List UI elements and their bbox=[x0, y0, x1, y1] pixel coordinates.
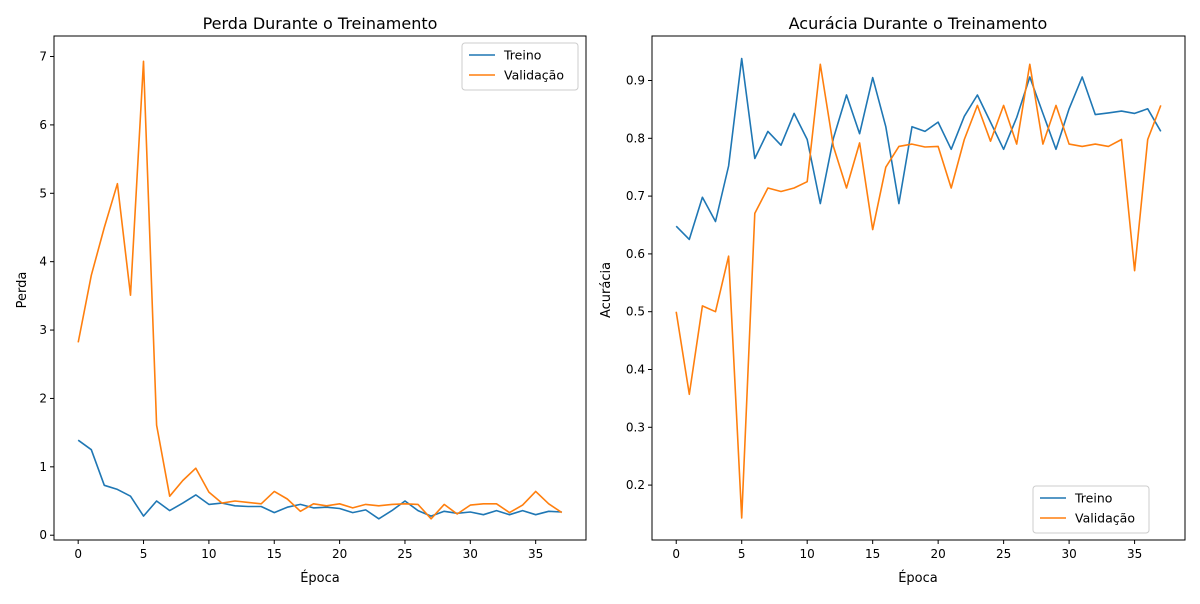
x-tick-label: 30 bbox=[1061, 547, 1076, 561]
y-tick-label: 0.5 bbox=[626, 305, 645, 319]
loss-chart-ylabel: Perda bbox=[15, 272, 30, 309]
x-tick-label: 30 bbox=[463, 547, 478, 561]
series-line bbox=[675, 57, 1162, 241]
accuracy-chart-ticks: 0 5 10 15 20 25 30 35 0.2 0.3 0.4 0.5 0.6 0.7 0.8 0.9 bbox=[626, 74, 1142, 561]
loss-chart-title: Perda Durante o Treinamento bbox=[203, 14, 438, 33]
loss-chart-legend: Treino Validação bbox=[461, 42, 579, 91]
x-tick-label: 15 bbox=[267, 547, 282, 561]
x-tick-label: 5 bbox=[140, 547, 148, 561]
legend-label: Validação bbox=[1075, 511, 1135, 526]
series-line bbox=[77, 60, 563, 520]
loss-chart: Perda Durante o Treinamento Época Perda … bbox=[15, 14, 587, 586]
x-tick-label: 35 bbox=[1127, 547, 1142, 561]
y-tick-label: 5 bbox=[39, 186, 47, 200]
loss-chart-lines bbox=[77, 60, 563, 520]
x-tick-label: 10 bbox=[800, 547, 815, 561]
y-tick-label: 0.6 bbox=[626, 247, 645, 261]
x-tick-label: 0 bbox=[74, 547, 82, 561]
accuracy-chart-title: Acurácia Durante o Treinamento bbox=[789, 14, 1048, 33]
x-tick-label: 25 bbox=[996, 547, 1011, 561]
accuracy-chart-xlabel: Época bbox=[898, 570, 938, 586]
x-tick-label: 0 bbox=[672, 547, 680, 561]
series-line bbox=[77, 439, 562, 520]
accuracy-chart-ylabel: Acurácia bbox=[599, 262, 614, 318]
x-tick-label: 10 bbox=[201, 547, 216, 561]
series-line bbox=[675, 63, 1162, 519]
legend-label: Treino bbox=[503, 48, 541, 63]
y-tick-label: 1 bbox=[39, 460, 47, 474]
accuracy-chart-lines bbox=[675, 57, 1162, 519]
y-tick-label: 2 bbox=[39, 391, 47, 405]
y-tick-label: 0.7 bbox=[626, 189, 645, 203]
x-tick-label: 35 bbox=[528, 547, 543, 561]
y-tick-label: 7 bbox=[39, 50, 47, 64]
y-tick-label: 0.3 bbox=[626, 420, 645, 434]
x-tick-label: 20 bbox=[931, 547, 946, 561]
accuracy-chart-legend: Treino Validação bbox=[1032, 485, 1150, 534]
x-tick-label: 20 bbox=[332, 547, 347, 561]
y-tick-label: 3 bbox=[39, 323, 47, 337]
y-tick-label: 0.2 bbox=[626, 478, 645, 492]
loss-chart-xlabel: Época bbox=[300, 570, 340, 586]
y-tick-label: 4 bbox=[39, 255, 47, 269]
accuracy-chart-frame bbox=[651, 35, 1186, 541]
y-tick-label: 6 bbox=[39, 118, 47, 132]
y-tick-label: 0.9 bbox=[626, 74, 645, 88]
x-tick-label: 5 bbox=[738, 547, 746, 561]
legend-label: Treino bbox=[1074, 491, 1112, 506]
y-tick-label: 0.4 bbox=[626, 362, 645, 376]
y-tick-label: 0 bbox=[39, 528, 47, 542]
legend-label: Validação bbox=[504, 68, 564, 83]
loss-chart-frame bbox=[53, 35, 587, 541]
x-tick-label: 25 bbox=[397, 547, 412, 561]
x-tick-label: 15 bbox=[865, 547, 880, 561]
y-tick-label: 0.8 bbox=[626, 131, 645, 145]
loss-chart-ticks: 0 5 10 15 20 25 30 35 0 1 2 3 4 5 6 7 bbox=[39, 50, 543, 561]
accuracy-chart: Acurácia Durante o Treinamento Época Acu… bbox=[599, 14, 1186, 586]
